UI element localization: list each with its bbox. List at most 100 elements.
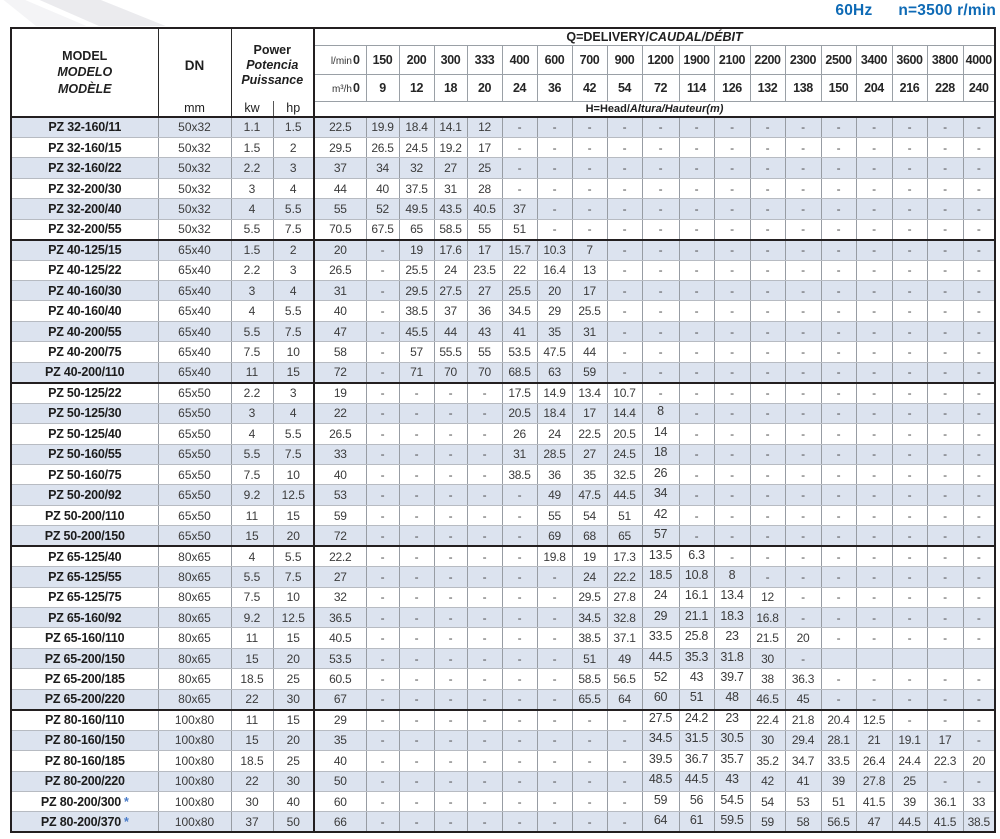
head-value-cell: 44.5 [641, 647, 680, 670]
head-value-cell: 33 [313, 443, 367, 465]
head-value-cell: - [891, 504, 928, 527]
head-value-cell: 31.8 [713, 647, 751, 670]
head-value-cell: - [891, 525, 928, 547]
head-value-cell: - [820, 320, 857, 343]
head-value-cell: - [571, 708, 608, 731]
head-value-cell: - [713, 463, 751, 486]
flow-lmin-cell: 900 [606, 44, 643, 75]
head-value-cell: 23.5 [466, 259, 503, 282]
head-value-cell: - [398, 566, 435, 588]
head-value-cell: - [365, 341, 400, 363]
head-value-cell: 42 [749, 770, 786, 792]
head-value-cell: - [891, 218, 928, 241]
head-value: 61 [689, 812, 704, 827]
head-value-cell: 14.9 [536, 381, 573, 404]
kw-cell: 18.5 [230, 668, 274, 690]
head-value-cell: - [536, 116, 573, 138]
head-value-cell: 49 [536, 484, 573, 506]
head-value-cell: 32 [313, 586, 367, 609]
head-value-cell: - [962, 566, 996, 588]
head-value-cell: - [855, 279, 893, 302]
dn-cell: 65x50 [157, 381, 232, 404]
table-row: PZ 80-160/110 100x80 11 15 29- - - - - - - -27.5 24.… [10, 708, 996, 731]
head-value-cell: 29 [641, 606, 680, 629]
head-value: 33.5 [648, 629, 673, 644]
head-value-cell: - [891, 177, 928, 200]
kw-cell: 3 [230, 402, 274, 425]
head-value-cell: - [466, 790, 503, 813]
flow-lmin-cell: 600 [536, 44, 573, 75]
head-value-cell: - [891, 627, 928, 649]
head-value-cell: - [820, 443, 857, 465]
head-value-cell: 64 [606, 688, 643, 711]
head-value-cell: - [926, 627, 964, 649]
head-value-cell: 20 [536, 279, 573, 302]
head-value-cell: - [749, 238, 786, 261]
head-value-cell: 30 [749, 647, 786, 670]
head-value-cell: 24.5 [606, 443, 643, 465]
hp-cell: 15 [272, 627, 315, 649]
head-value-cell: - [820, 688, 857, 711]
head-value-cell: 24.2 [678, 708, 715, 731]
kw-cell: 7.5 [230, 463, 274, 486]
dn-cell: 65x40 [157, 300, 232, 322]
head-value-cell: - [926, 198, 964, 220]
head-value: 34.5 [648, 731, 673, 746]
head-value: 35.7 [720, 751, 744, 766]
head-value-cell: - [536, 586, 573, 609]
table-row: PZ 50-160/75 65x50 7.5 10 40- - - -38.5 36 35 32.5… [10, 463, 996, 486]
head-value-cell: - [678, 218, 715, 241]
head-value-cell: 60.5 [313, 668, 367, 690]
head-value-cell: 18.4 [536, 402, 573, 425]
flow-lmin-cell: 3400 [855, 44, 893, 75]
head-value-cell: 26.5 [365, 136, 400, 159]
head-value-cell: 24.4 [891, 750, 928, 772]
head-value-cell: - [501, 157, 538, 179]
kw-cell: 5.5 [230, 566, 274, 588]
head-value-cell: - [926, 157, 964, 179]
head-value-cell: - [365, 381, 400, 404]
flow-m3h-cell-unit-label: m³/h [331, 83, 352, 95]
head-value-cell: - [926, 545, 964, 568]
model-cell: PZ 80-160/150 [10, 729, 159, 752]
kw-cell: 15 [230, 525, 274, 547]
head-value-cell: - [365, 443, 400, 465]
head-value-cell: 27 [466, 279, 503, 302]
head-value-cell: - [501, 525, 538, 547]
head-value: 43 [689, 670, 704, 685]
head-value-cell: - [855, 688, 893, 711]
hp-cell: 25 [272, 668, 315, 690]
head-value-cell: - [749, 361, 786, 384]
head-value-cell: 47 [313, 320, 367, 343]
head-value-cell: - [678, 341, 715, 363]
dn-cell: 80x65 [157, 688, 232, 711]
head-value-cell: - [926, 668, 964, 690]
head-value-cell: 55.5 [433, 341, 468, 363]
kw-cell: 1.5 [230, 238, 274, 261]
head-value-cell: - [606, 750, 643, 772]
head-value-cell: - [433, 770, 468, 792]
hp-cell: 10 [272, 341, 315, 363]
head-value: 31.8 [720, 649, 744, 664]
head-value-cell: - [855, 463, 893, 486]
head-value-cell: - [926, 504, 964, 527]
head-value: 6.3 [688, 547, 705, 562]
head-value: 59 [653, 792, 668, 807]
head-value-cell: - [749, 504, 786, 527]
table-row: PZ 65-160/110 80x65 11 15 40.5- - - - - -38.5 37.1… [10, 627, 996, 649]
dn-cell: 100x80 [157, 811, 232, 833]
head-value-cell: - [433, 790, 468, 813]
model-cell: PZ 65-200/185 [10, 668, 159, 690]
flow-lmin-row: l/min0 150 200 300 333 400 600 700 900 1200 1900 21… [11, 44, 996, 75]
kw-cell: 15 [230, 647, 274, 670]
head-value-cell: 14.4 [606, 402, 643, 425]
head-value-cell: - [433, 566, 468, 588]
head-value-cell: 25.5 [571, 300, 608, 322]
head-value-cell: - [536, 136, 573, 159]
head-value-cell: - [784, 525, 822, 547]
head-value-cell: - [571, 770, 608, 792]
hp-cell: 3 [272, 381, 315, 404]
head-value-cell: - [926, 688, 964, 711]
head-value-cell: - [820, 566, 857, 588]
head-value-cell: - [466, 463, 503, 486]
